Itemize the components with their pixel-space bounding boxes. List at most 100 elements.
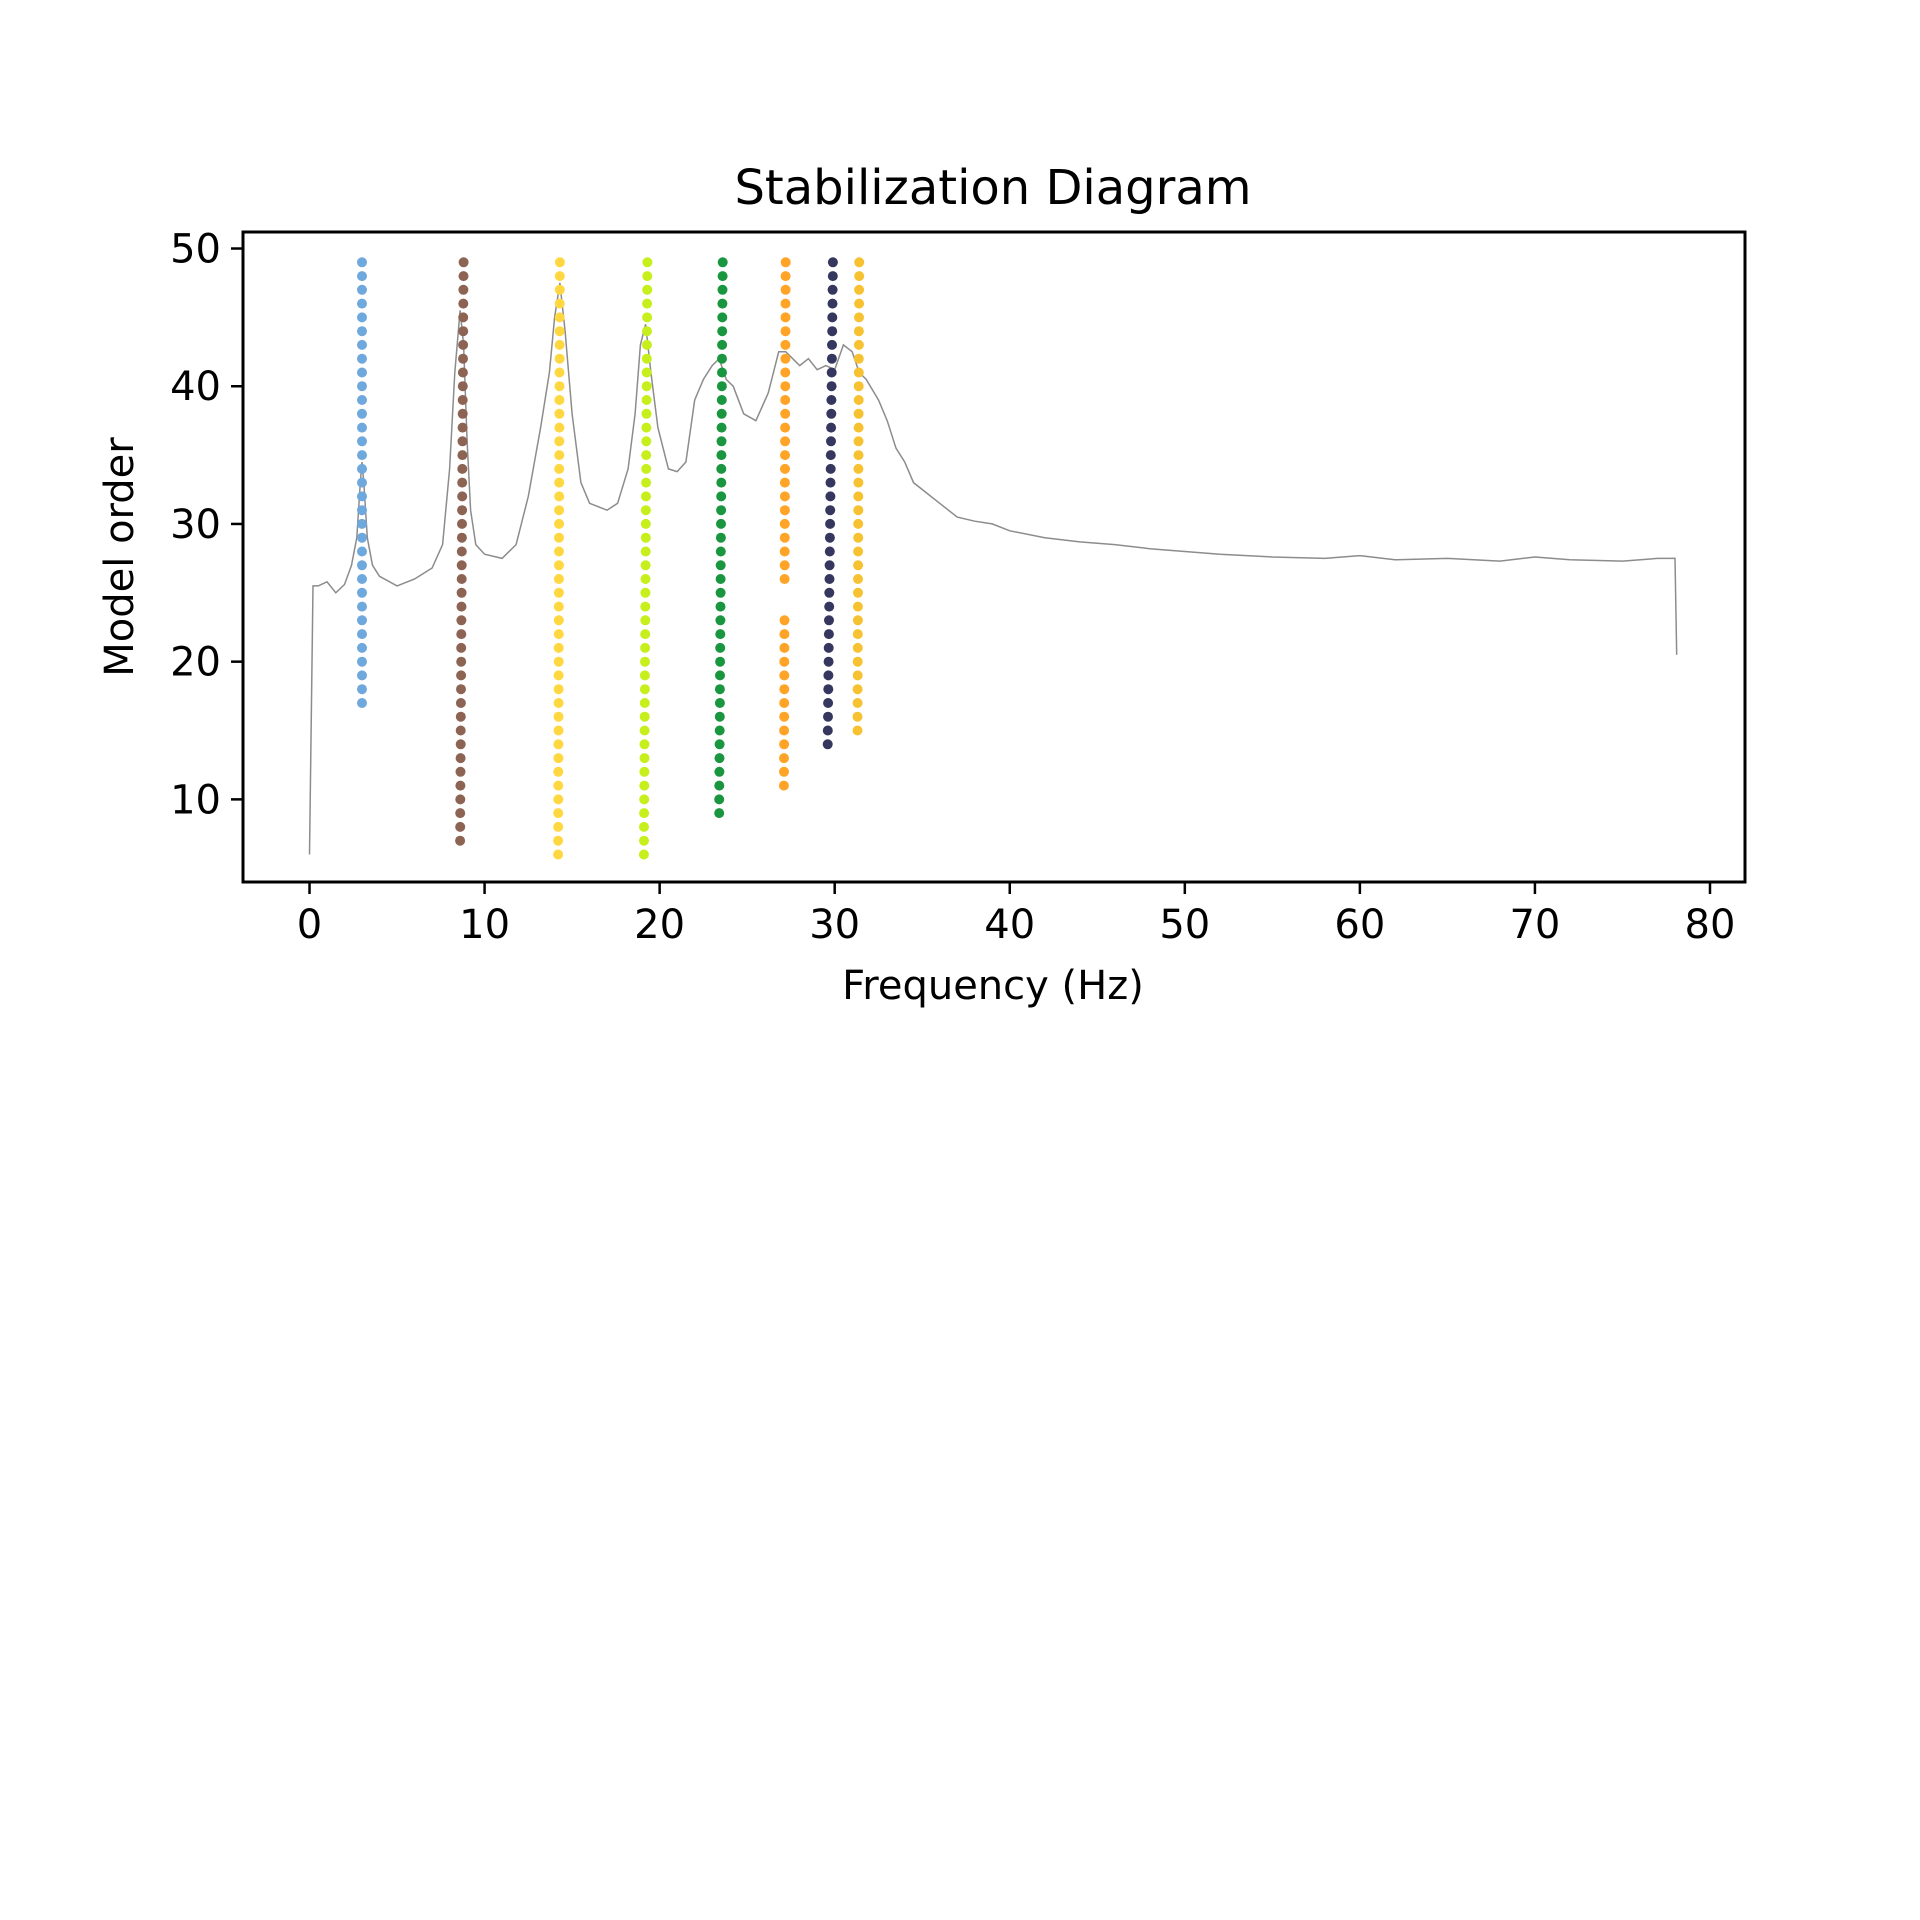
pole-marker-8 (854, 257, 865, 268)
pole-marker-6 (780, 422, 791, 433)
pole-marker-8 (852, 725, 863, 736)
pole-marker-8 (853, 450, 864, 461)
pole-marker-3 (554, 422, 565, 433)
pole-marker-3 (554, 518, 565, 529)
x-tick-label: 20 (634, 902, 685, 948)
x-tick-label: 0 (297, 902, 322, 948)
pole-marker-7 (824, 574, 835, 584)
y-axis-title: Model order (97, 437, 143, 677)
pole-marker-3 (553, 794, 564, 805)
pole-marker-7 (826, 436, 836, 447)
pole-marker-2 (457, 505, 468, 516)
x-axis: 0 10 20 30 40 50 60 70 80 (297, 882, 1735, 948)
pole-marker-5 (716, 381, 727, 392)
pole-marker-6 (780, 326, 791, 337)
pole-marker-8 (853, 505, 864, 516)
pole-marker-3 (553, 835, 564, 846)
pole-marker-2 (458, 326, 469, 337)
pole-marker-4 (642, 312, 653, 323)
pole-marker-5 (714, 711, 725, 722)
pole-marker-6 (779, 656, 790, 667)
pole-marker-7 (825, 463, 836, 474)
pole-marker-8 (852, 670, 863, 681)
pole-marker-1 (357, 629, 367, 640)
pole-marker-1 (357, 381, 367, 392)
pole-marker-6 (780, 284, 791, 295)
pole-marker-1 (357, 684, 367, 695)
pole-marker-2 (455, 711, 466, 722)
pole-marker-4 (639, 725, 650, 736)
pole-marker-6 (779, 560, 790, 571)
pole-marker-5 (717, 353, 727, 364)
pole-marker-3 (553, 849, 564, 860)
pole-marker-5 (717, 367, 727, 378)
pole-marker-3 (554, 450, 565, 461)
pole-marker-3 (553, 684, 564, 695)
pole-marker-6 (780, 298, 791, 309)
pole-marker-8 (854, 271, 865, 282)
x-tick-label: 60 (1334, 902, 1385, 948)
pole-marker-4 (639, 794, 650, 805)
pole-marker-5 (714, 794, 725, 805)
pole-marker-6 (780, 339, 791, 350)
pole-marker-2 (456, 642, 467, 653)
x-tick-label: 70 (1509, 902, 1560, 948)
y-tick-label: 20 (170, 640, 221, 686)
pole-marker-7 (825, 518, 836, 529)
pole-marker-1 (357, 477, 367, 488)
pole-marker-2 (455, 835, 466, 846)
pole-marker-8 (853, 408, 864, 419)
pole-marker-4 (641, 477, 652, 488)
pole-marker-1 (357, 518, 367, 529)
pole-marker-5 (714, 698, 725, 708)
pole-marker-6 (779, 574, 790, 584)
pole-marker-3 (554, 298, 565, 309)
pole-marker-1 (357, 574, 367, 584)
pole-marker-5 (716, 408, 727, 419)
pole-marker-2 (458, 339, 469, 350)
pole-marker-4 (642, 257, 653, 268)
pole-marker-1 (357, 422, 367, 433)
pole-marker-5 (716, 505, 727, 516)
pole-marker-4 (640, 518, 651, 529)
pole-marker-4 (640, 532, 651, 543)
x-tick-label: 10 (459, 902, 510, 948)
pole-marker-7 (824, 532, 835, 543)
pole-marker-1 (357, 560, 367, 571)
pole-marker-2 (457, 422, 468, 433)
pole-marker-2 (456, 656, 467, 667)
pole-marker-4 (640, 574, 651, 584)
chart-title: Stabilization Diagram (734, 160, 1251, 216)
pole-marker-3 (554, 436, 565, 447)
pole-marker-1 (357, 615, 367, 626)
pole-marker-1 (357, 491, 367, 502)
pole-marker-2 (457, 491, 468, 502)
pole-marker-3 (553, 739, 564, 750)
pole-marker-5 (717, 257, 728, 268)
pole-marker-7 (826, 367, 837, 378)
pole-marker-2 (456, 670, 467, 681)
pole-marker-3 (554, 257, 565, 268)
pole-marker-1 (357, 353, 367, 364)
pole-marker-3 (553, 711, 564, 722)
pole-marker-5 (714, 808, 725, 819)
pole-marker-5 (714, 753, 725, 764)
pole-marker-4 (641, 353, 652, 364)
pole-marker-4 (639, 739, 650, 750)
pole-marker-8 (852, 601, 863, 612)
pole-marker-3 (553, 574, 564, 584)
pole-marker-4 (641, 395, 652, 405)
pole-marker-2 (457, 395, 468, 405)
pole-marker-4 (640, 656, 650, 667)
pole-marker-6 (779, 725, 790, 736)
pole-marker-2 (458, 298, 469, 309)
pole-marker-3 (554, 463, 565, 474)
pole-marker-6 (780, 436, 791, 447)
pole-marker-4 (642, 298, 653, 309)
y-axis: 10 20 30 40 50 (170, 227, 243, 823)
pole-marker-8 (853, 367, 864, 378)
pole-marker-8 (852, 684, 863, 695)
pole-marker-5 (716, 450, 727, 461)
pole-marker-2 (458, 271, 469, 282)
pole-marker-7 (827, 326, 838, 337)
